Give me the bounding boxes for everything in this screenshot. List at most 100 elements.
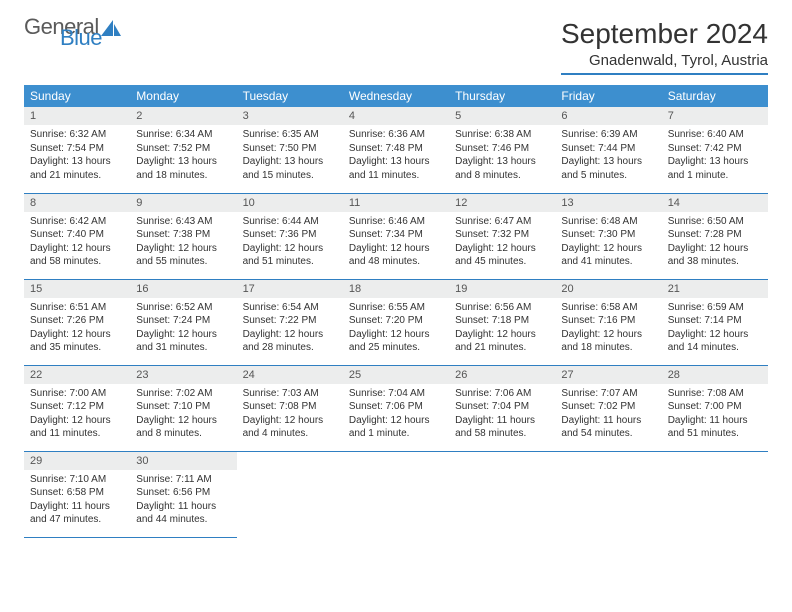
day-body: Sunrise: 6:56 AMSunset: 7:18 PMDaylight:… [449,298,555,361]
day-cell: 18 Sunrise: 6:55 AMSunset: 7:20 PMDayligh… [343,279,449,365]
day-body: Sunrise: 6:51 AMSunset: 7:26 PMDaylight:… [24,298,130,361]
day-dl2: and 1 minute. [668,169,762,183]
day-number: 27 [555,366,661,384]
day-dl2: and 11 minutes. [30,427,124,441]
day-dl2: and 58 minutes. [455,427,549,441]
weekday-header-row: Sunday Monday Tuesday Wednesday Thursday… [24,85,768,107]
day-number: 14 [662,194,768,212]
day-dl2: and 8 minutes. [455,169,549,183]
day-number: 9 [130,194,236,212]
day-dl2: and 44 minutes. [136,513,230,527]
day-cell [237,451,343,537]
day-dl1: Daylight: 12 hours [30,242,124,256]
day-dl2: and 18 minutes. [561,341,655,355]
day-ss: Sunset: 7:16 PM [561,314,655,328]
location: Gnadenwald, Tyrol, Austria [561,52,768,75]
day-number: 23 [130,366,236,384]
day-dl1: Daylight: 13 hours [243,155,337,169]
day-body: Sunrise: 6:34 AMSunset: 7:52 PMDaylight:… [130,125,236,188]
day-number: 17 [237,280,343,298]
day-ss: Sunset: 7:06 PM [349,400,443,414]
day-number: 7 [662,107,768,125]
day-body: Sunrise: 6:47 AMSunset: 7:32 PMDaylight:… [449,212,555,275]
day-dl1: Daylight: 13 hours [668,155,762,169]
day-sr: Sunrise: 7:11 AM [136,473,230,487]
day-sr: Sunrise: 7:04 AM [349,387,443,401]
day-sr: Sunrise: 6:43 AM [136,215,230,229]
day-dl1: Daylight: 12 hours [349,328,443,342]
day-dl2: and 8 minutes. [136,427,230,441]
day-sr: Sunrise: 6:42 AM [30,215,124,229]
day-cell: 27Sunrise: 7:07 AMSunset: 7:02 PMDayligh… [555,365,661,451]
day-dl2: and 11 minutes. [349,169,443,183]
week-row: 15Sunrise: 6:51 AMSunset: 7:26 PMDayligh… [24,279,768,365]
day-dl1: Daylight: 13 hours [136,155,230,169]
day-cell: 7Sunrise: 6:40 AMSunset: 7:42 PMDaylight… [662,107,768,193]
day-sr: Sunrise: 6:46 AM [349,215,443,229]
day-ss: Sunset: 7:26 PM [30,314,124,328]
day-number: 24 [237,366,343,384]
weekday-header: Saturday [662,85,768,107]
week-row: 22Sunrise: 7:00 AMSunset: 7:12 PMDayligh… [24,365,768,451]
day-dl1: Daylight: 12 hours [455,328,549,342]
day-sr: Sunrise: 6:54 AM [243,301,337,315]
day-cell [449,451,555,537]
day-ss: Sunset: 7:18 PM [455,314,549,328]
day-cell: 6Sunrise: 6:39 AMSunset: 7:44 PMDaylight… [555,107,661,193]
day-body: Sunrise: 6:58 AMSunset: 7:16 PMDaylight:… [555,298,661,361]
day-dl1: Daylight: 13 hours [349,155,443,169]
header: General Blue September 2024 Gnadenwald, … [24,18,768,75]
day-body: Sunrise: 6:36 AMSunset: 7:48 PMDaylight:… [343,125,449,188]
day-body: Sunrise: 6:40 AMSunset: 7:42 PMDaylight:… [662,125,768,188]
day-number: 12 [449,194,555,212]
day-dl1: Daylight: 12 hours [243,328,337,342]
day-body: Sunrise: 6:48 AMSunset: 7:30 PMDaylight:… [555,212,661,275]
day-body: Sunrise: 7:02 AMSunset: 7:10 PMDaylight:… [130,384,236,447]
day-sr: Sunrise: 6:38 AM [455,128,549,142]
day-sr: Sunrise: 7:08 AM [668,387,762,401]
day-sr: Sunrise: 6:48 AM [561,215,655,229]
day-number: 6 [555,107,661,125]
day-dl2: and 45 minutes. [455,255,549,269]
day-cell: 8Sunrise: 6:42 AMSunset: 7:40 PMDaylight… [24,193,130,279]
day-body: Sunrise: 7:10 AMSunset: 6:58 PMDaylight:… [24,470,130,533]
day-dl2: and 41 minutes. [561,255,655,269]
day-dl2: and 21 minutes. [455,341,549,355]
day-number: 1 [24,107,130,125]
day-ss: Sunset: 7:48 PM [349,142,443,156]
day-dl1: Daylight: 12 hours [136,414,230,428]
day-ss: Sunset: 7:40 PM [30,228,124,242]
day-body: Sunrise: 7:00 AMSunset: 7:12 PMDaylight:… [24,384,130,447]
day-ss: Sunset: 7:28 PM [668,228,762,242]
day-number: 4 [343,107,449,125]
day-cell: 9Sunrise: 6:43 AMSunset: 7:38 PMDaylight… [130,193,236,279]
day-sr: Sunrise: 7:10 AM [30,473,124,487]
day-dl1: Daylight: 12 hours [668,328,762,342]
day-body: Sunrise: 6:42 AMSunset: 7:40 PMDaylight:… [24,212,130,275]
day-number: 19 [449,280,555,298]
day-dl2: and 21 minutes. [30,169,124,183]
day-body: Sunrise: 7:08 AMSunset: 7:00 PMDaylight:… [662,384,768,447]
day-body: Sunrise: 6:39 AMSunset: 7:44 PMDaylight:… [555,125,661,188]
day-cell: 10Sunrise: 6:44 AMSunset: 7:36 PMDayligh… [237,193,343,279]
day-sr: Sunrise: 6:59 AM [668,301,762,315]
day-number: 18 [343,280,449,298]
day-ss: Sunset: 7:30 PM [561,228,655,242]
weekday-header: Thursday [449,85,555,107]
day-dl2: and 15 minutes. [243,169,337,183]
day-dl1: Daylight: 12 hours [136,328,230,342]
month-title: September 2024 [561,18,768,50]
day-dl2: and 48 minutes. [349,255,443,269]
day-sr: Sunrise: 7:06 AM [455,387,549,401]
day-sr: Sunrise: 6:44 AM [243,215,337,229]
day-cell: 16Sunrise: 6:52 AMSunset: 7:24 PMDayligh… [130,279,236,365]
day-sr: Sunrise: 6:47 AM [455,215,549,229]
day-number: 21 [662,280,768,298]
day-ss: Sunset: 7:08 PM [243,400,337,414]
day-sr: Sunrise: 6:55 AM [349,301,443,315]
day-dl2: and 4 minutes. [243,427,337,441]
day-dl2: and 31 minutes. [136,341,230,355]
day-ss: Sunset: 7:20 PM [349,314,443,328]
day-number: 28 [662,366,768,384]
day-cell [662,451,768,537]
